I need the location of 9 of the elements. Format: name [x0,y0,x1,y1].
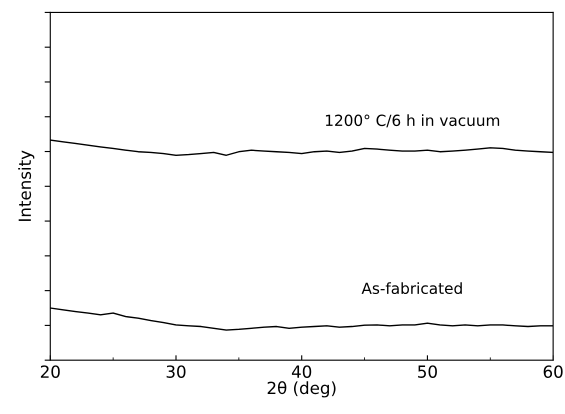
x-tick-label: 30 [166,365,186,378]
x-tick-label: 40 [292,365,312,378]
text: As-fabricated [362,282,462,294]
x-tick-label: 20 [40,365,60,378]
x-tick-label: 60 [544,365,563,378]
y-axis-title: Intensity [18,150,34,221]
x-axis-title: 2θ (deg) [268,381,336,398]
x-tick-label: 50 [418,365,437,378]
series-label: 1200° C/6 h in vacuum [326,114,500,128]
